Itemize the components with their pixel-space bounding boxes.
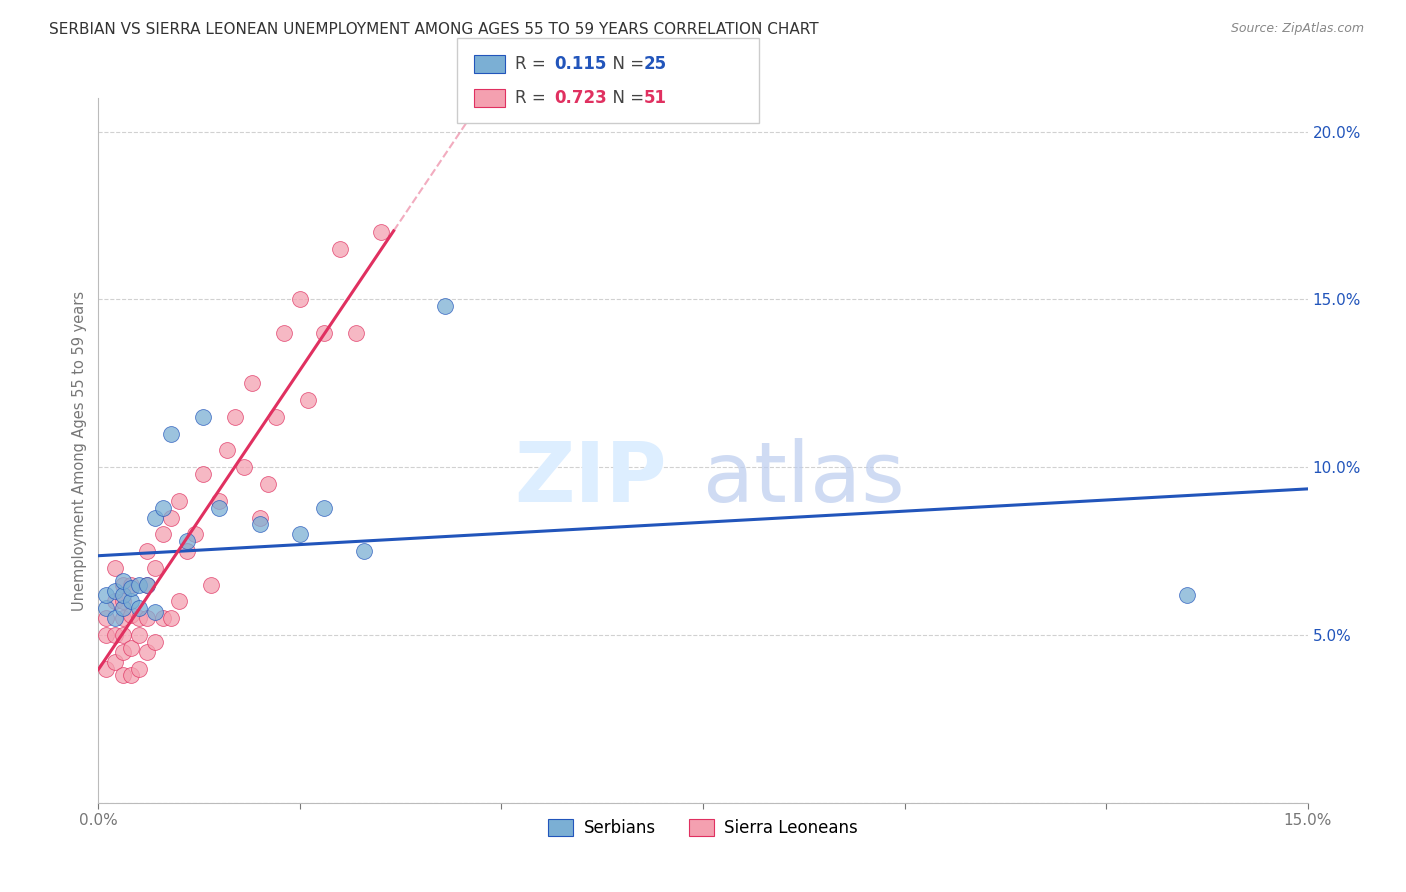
- Point: [96, 662, 118, 676]
- Point: [193, 467, 215, 481]
- Point: [143, 561, 166, 575]
- Point: [288, 293, 311, 307]
- Point: [96, 628, 118, 642]
- Point: [152, 527, 174, 541]
- Point: [184, 527, 207, 541]
- Point: [135, 577, 157, 591]
- Point: [96, 588, 118, 602]
- Point: [143, 634, 166, 648]
- Point: [353, 544, 375, 558]
- Point: [128, 611, 150, 625]
- Point: [160, 510, 183, 524]
- Text: Source: ZipAtlas.com: Source: ZipAtlas.com: [1230, 22, 1364, 36]
- Point: [143, 510, 166, 524]
- Text: 51: 51: [644, 89, 666, 107]
- Point: [120, 641, 142, 656]
- Point: [232, 460, 254, 475]
- Text: atlas: atlas: [703, 438, 904, 519]
- Point: [111, 668, 134, 682]
- Legend: Serbians, Sierra Leoneans: Serbians, Sierra Leoneans: [541, 813, 865, 844]
- Text: R =: R =: [515, 89, 551, 107]
- Point: [200, 577, 222, 591]
- Point: [128, 662, 150, 676]
- Text: 0.723: 0.723: [554, 89, 607, 107]
- Point: [128, 628, 150, 642]
- Point: [135, 611, 157, 625]
- Point: [249, 510, 271, 524]
- Point: [111, 588, 134, 602]
- Point: [111, 611, 134, 625]
- Point: [297, 393, 319, 408]
- Point: [111, 594, 134, 608]
- Point: [120, 581, 142, 595]
- Text: N =: N =: [602, 55, 650, 73]
- Point: [160, 426, 183, 441]
- Y-axis label: Unemployment Among Ages 55 to 59 years: Unemployment Among Ages 55 to 59 years: [72, 291, 87, 610]
- Point: [167, 594, 190, 608]
- Point: [370, 225, 392, 239]
- Point: [111, 577, 134, 591]
- Point: [103, 628, 125, 642]
- Point: [329, 242, 352, 256]
- Point: [120, 668, 142, 682]
- Point: [135, 544, 157, 558]
- Point: [120, 607, 142, 622]
- Text: 0.115: 0.115: [554, 55, 606, 73]
- Point: [103, 655, 125, 669]
- Text: ZIP: ZIP: [515, 438, 666, 519]
- Point: [103, 561, 125, 575]
- Point: [167, 493, 190, 508]
- Point: [128, 601, 150, 615]
- Point: [103, 611, 125, 625]
- Point: [288, 527, 311, 541]
- Point: [314, 326, 336, 340]
- Point: [224, 409, 246, 424]
- Point: [249, 517, 271, 532]
- Point: [264, 409, 287, 424]
- Point: [96, 611, 118, 625]
- Point: [111, 601, 134, 615]
- Point: [111, 574, 134, 589]
- Point: [152, 500, 174, 515]
- Point: [208, 493, 231, 508]
- Point: [240, 376, 263, 391]
- Point: [208, 500, 231, 515]
- Point: [193, 409, 215, 424]
- Point: [128, 577, 150, 591]
- Point: [120, 594, 142, 608]
- Point: [111, 645, 134, 659]
- Point: [111, 628, 134, 642]
- Text: 25: 25: [644, 55, 666, 73]
- Point: [143, 605, 166, 619]
- Point: [1175, 588, 1198, 602]
- Point: [273, 326, 295, 340]
- Point: [135, 645, 157, 659]
- Point: [160, 611, 183, 625]
- Text: SERBIAN VS SIERRA LEONEAN UNEMPLOYMENT AMONG AGES 55 TO 59 YEARS CORRELATION CHA: SERBIAN VS SIERRA LEONEAN UNEMPLOYMENT A…: [49, 22, 818, 37]
- Point: [217, 443, 239, 458]
- Point: [103, 594, 125, 608]
- Text: N =: N =: [602, 89, 650, 107]
- Point: [96, 601, 118, 615]
- Point: [152, 611, 174, 625]
- Point: [434, 299, 457, 313]
- Point: [103, 584, 125, 599]
- Point: [314, 500, 336, 515]
- Point: [120, 577, 142, 591]
- Point: [176, 544, 198, 558]
- Point: [344, 326, 367, 340]
- Text: R =: R =: [515, 55, 551, 73]
- Point: [135, 577, 157, 591]
- Point: [176, 534, 198, 549]
- Point: [256, 477, 278, 491]
